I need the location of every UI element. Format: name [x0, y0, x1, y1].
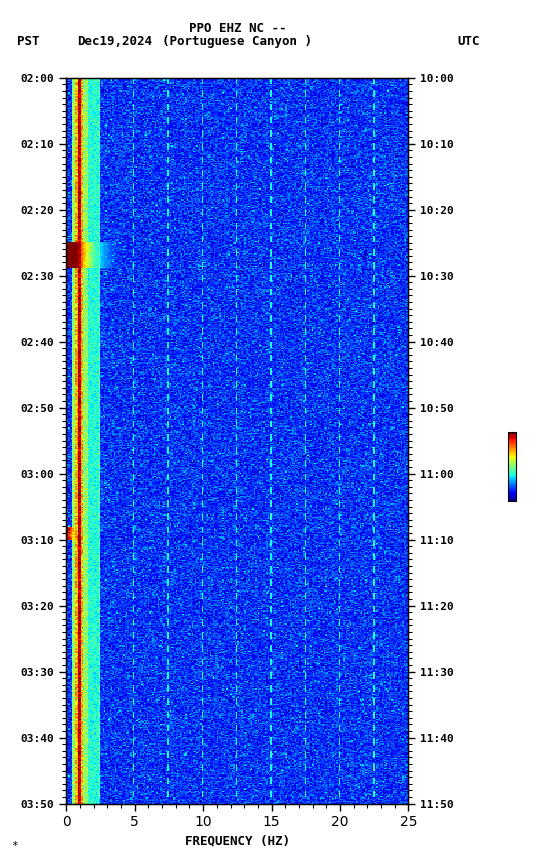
Text: PST: PST	[17, 35, 39, 48]
Text: *: *	[11, 841, 18, 851]
X-axis label: FREQUENCY (HZ): FREQUENCY (HZ)	[185, 835, 290, 848]
Text: (Portuguese Canyon ): (Portuguese Canyon )	[162, 35, 312, 48]
Text: Dec19,2024: Dec19,2024	[77, 35, 152, 48]
Text: PPO EHZ NC --: PPO EHZ NC --	[189, 22, 286, 35]
Text: UTC: UTC	[458, 35, 480, 48]
